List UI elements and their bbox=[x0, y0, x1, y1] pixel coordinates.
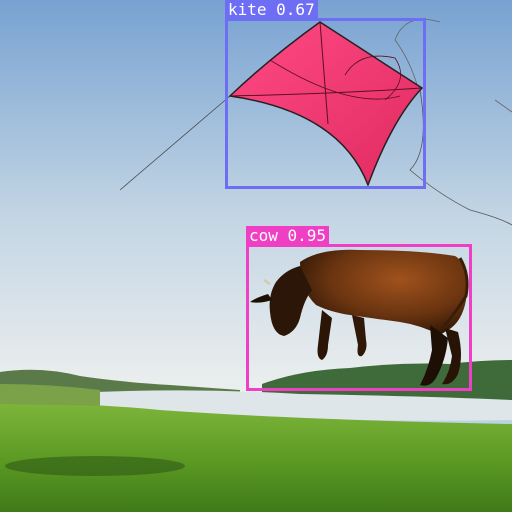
kite-detection-label: kite 0.67 bbox=[225, 0, 318, 19]
left-bank bbox=[0, 384, 100, 406]
cow bbox=[250, 249, 469, 386]
kite-string-tail bbox=[409, 89, 512, 226]
kite bbox=[228, 21, 424, 188]
kite-string-right bbox=[494, 99, 512, 113]
kite-detection-box: kite 0.67 bbox=[225, 0, 426, 189]
kite-shadow bbox=[5, 456, 185, 476]
kite-string bbox=[119, 95, 231, 191]
grass-field bbox=[0, 403, 512, 512]
cow-detection-box: cow 0.95 bbox=[246, 226, 472, 391]
sky bbox=[0, 0, 512, 400]
cow-detection-label: cow 0.95 bbox=[246, 226, 330, 245]
